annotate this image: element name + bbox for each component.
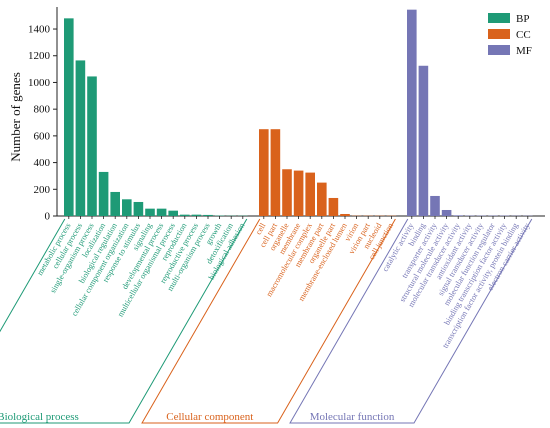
y-tick-label: 1400 [28, 24, 51, 36]
bar-cc [317, 182, 327, 216]
bar-bp [75, 60, 86, 216]
y-tick-label: 200 [34, 184, 51, 196]
y-tick-label: 400 [34, 157, 51, 169]
bar-bp [122, 199, 132, 216]
bar-cc [293, 170, 304, 216]
group-bracket-bp [0, 218, 248, 424]
legend-swatch-bp [488, 13, 510, 23]
legend-label-bp: BP [516, 13, 529, 25]
y-tick-label: 0 [45, 211, 51, 223]
legend-swatch-mf [488, 45, 510, 55]
group-brackets: Biological process Cellular component Mole… [0, 218, 533, 424]
legend: BP CC MF [488, 13, 532, 57]
bars-layer [64, 9, 533, 217]
y-axis-label: Number of genes [8, 72, 23, 162]
bar-mf [441, 209, 452, 216]
legend-swatch-cc [488, 29, 510, 39]
bar-cc [340, 213, 350, 216]
bar-bp [64, 18, 74, 216]
group-label-bp: Biological process [0, 411, 79, 423]
group-label-mf: Molecular function [310, 411, 395, 423]
bar-bp [87, 76, 97, 217]
bar-bp [145, 208, 155, 216]
bar-bp [110, 191, 120, 216]
bar-cc [305, 172, 315, 216]
bar-mf [407, 9, 417, 217]
bar-bp [191, 214, 202, 216]
y-tick-label: 1200 [28, 50, 51, 62]
bar-bp [133, 201, 144, 216]
group-bracket-cc [141, 218, 396, 424]
bar-bp [168, 210, 178, 216]
bar-mf [453, 215, 463, 216]
x-axis [57, 215, 545, 219]
legend-label-cc: CC [516, 29, 531, 41]
bar-bp [156, 208, 167, 216]
bar-cc [270, 129, 281, 216]
bar-cc [328, 197, 339, 216]
bar-mf [418, 65, 429, 217]
bar-cc [259, 129, 269, 216]
y-tick-label: 800 [34, 104, 51, 116]
group-label-cc: Cellular component [166, 411, 253, 423]
bar-bp [98, 171, 109, 216]
bar-cc [282, 169, 292, 216]
bar-bp [180, 214, 190, 216]
y-tick-label: 1000 [28, 77, 51, 89]
bar-bp [203, 214, 213, 216]
group-bracket-mf [289, 218, 533, 424]
y-tick-label: 600 [34, 130, 51, 142]
bar-mf [430, 195, 440, 216]
legend-label-mf: MF [516, 45, 532, 57]
y-axis: 0 200 400 600 800 1000 1200 1400 [28, 7, 58, 223]
